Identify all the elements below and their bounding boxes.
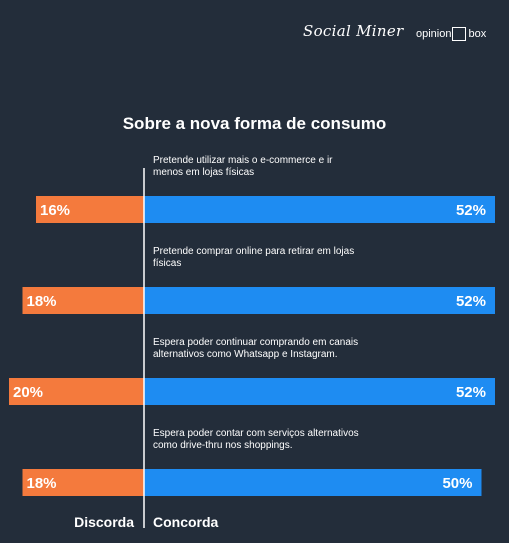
category-label: alternativos como Whatsapp e Instagram. (153, 349, 338, 360)
opinion-box-square-icon (452, 27, 467, 41)
category-label: Espera poder contar com serviços alterna… (153, 428, 359, 439)
bar-discorda (9, 378, 144, 405)
data-label-discorda: 16% (40, 202, 70, 219)
bar-concorda (144, 287, 495, 314)
data-label-concorda: 52% (456, 202, 486, 219)
opinion-box-logo-left: opinion (416, 28, 452, 40)
bar-discorda (22, 287, 144, 314)
category-label: Pretende utilizar mais o e-commerce e ir (153, 155, 333, 166)
category-label: Pretende comprar online para retirar em … (153, 246, 354, 257)
data-label-discorda: 18% (27, 475, 57, 492)
opinion-box-logo: opinion box (416, 26, 487, 41)
bar-discorda (22, 469, 144, 496)
category-label: Espera poder continuar comprando em cana… (153, 337, 358, 348)
chart-title: Sobre a nova forma de consumo (122, 114, 387, 133)
data-label-discorda: 18% (27, 293, 57, 310)
social-miner-logo: Social Miner (303, 22, 404, 40)
category-label: como drive-thru nos shoppings. (153, 440, 293, 451)
data-label-concorda: 50% (442, 475, 472, 492)
bar-concorda (144, 378, 495, 405)
legend-concorda: Concorda (153, 514, 219, 530)
bar-concorda (144, 196, 495, 223)
bar-discorda (36, 196, 144, 223)
data-label-discorda: 20% (13, 384, 43, 401)
legend-discorda: Discorda (74, 514, 134, 530)
bar-concorda (144, 469, 482, 496)
data-label-concorda: 52% (456, 384, 486, 401)
data-label-concorda: 52% (456, 293, 486, 310)
category-label: físicas (153, 258, 181, 269)
opinion-box-logo-right: box (468, 28, 487, 40)
category-label: menos em lojas físicas (153, 167, 254, 178)
